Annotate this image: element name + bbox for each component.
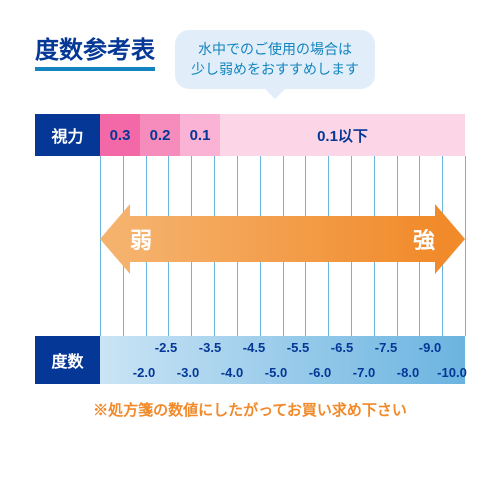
diopter-value: -6.5 [331, 340, 353, 355]
vision-segment: 0.3 [100, 114, 140, 156]
diopter-values: -2.5 -3.5 -4.5 -5.5 -6.5 -7.5 -9.0 -2.0 -3.0 -4.0… [100, 336, 465, 384]
diopter-value: -6.0 [309, 365, 331, 380]
chart-title: 度数参考表 [35, 30, 155, 71]
diopter-value: -8.0 [397, 365, 419, 380]
vision-row: 視力 0.30.20.10.1以下 [35, 114, 465, 156]
diopter-value: -10.0 [437, 365, 467, 380]
vision-segment: 0.1以下 [220, 114, 465, 156]
grid-line [465, 156, 466, 336]
diopter-value: -9.0 [419, 340, 441, 355]
diopter-value: -4.5 [243, 340, 265, 355]
prescription-footnote: ※処方箋の数値にしたがってお買い求め下さい [35, 399, 465, 420]
strength-arrow: 弱 強 [100, 204, 465, 274]
diopter-value: -5.5 [287, 340, 309, 355]
diopter-value: -7.5 [375, 340, 397, 355]
recommendation-bubble: 水中でのご使用の場合は 少し弱めをおすすめします [175, 30, 375, 89]
diopter-value: -3.0 [177, 365, 199, 380]
diopter-value: -4.0 [221, 365, 243, 380]
vision-segment: 0.1 [180, 114, 220, 156]
vision-label: 視力 [35, 114, 100, 156]
diopter-value: -3.5 [199, 340, 221, 355]
vision-segment: 0.2 [140, 114, 180, 156]
diopter-value: -2.0 [133, 365, 155, 380]
arrow-strong-label: 強 [413, 223, 435, 255]
header-row: 度数参考表 水中でのご使用の場合は 少し弱めをおすすめします [35, 30, 465, 89]
arrow-body [125, 216, 440, 262]
diopter-value: -5.0 [265, 365, 287, 380]
diopter-value: -7.0 [353, 365, 375, 380]
diopter-row: 度数 -2.5-3.5-4.5-5.5-6.5-7.5-9.0-2.0-3.0-… [35, 336, 465, 384]
arrow-right-head [435, 204, 465, 274]
diopter-label: 度数 [35, 336, 100, 384]
bubble-line2: 少し弱めをおすすめします [191, 61, 359, 77]
bubble-line1: 水中でのご使用の場合は [198, 41, 352, 57]
arrow-weak-label: 弱 [130, 223, 152, 255]
diopter-value: -2.5 [155, 340, 177, 355]
vision-segments: 0.30.20.10.1以下 [100, 114, 465, 156]
chart-area: 視力 0.30.20.10.1以下 弱 強 度数 -2.5-3.5-4.5-5.… [35, 114, 465, 384]
